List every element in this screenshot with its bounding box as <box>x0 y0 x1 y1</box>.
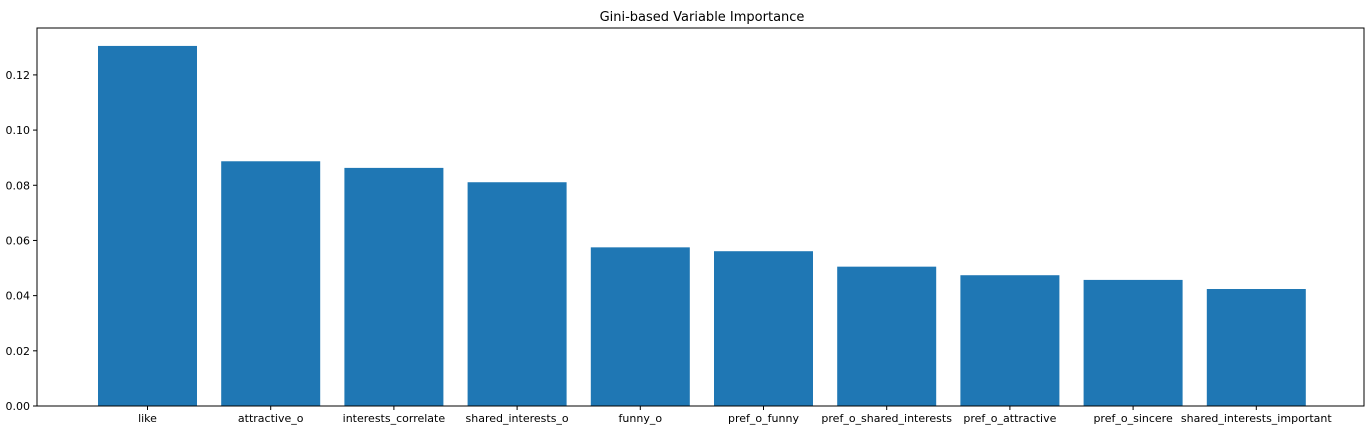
bar-attractive-o <box>221 161 321 406</box>
x-tick-label: shared_interests_o <box>466 412 569 425</box>
x-tick-label: interests_correlate <box>343 412 446 425</box>
bar-shared-interests-o <box>467 182 567 406</box>
x-tick-label: pref_o_attractive <box>963 412 1056 425</box>
y-tick-label: 0.12 <box>6 69 31 82</box>
x-tick-label: pref_o_funny <box>728 412 799 425</box>
x-tick-label: funny_o <box>619 412 663 425</box>
x-tick-label: pref_o_sincere <box>1093 412 1172 425</box>
bar-funny-o <box>590 247 690 406</box>
bar-pref-o-shared-interests <box>837 266 937 406</box>
y-tick-label: 0.00 <box>6 400 31 413</box>
bar-shared-interests-important <box>1206 289 1306 406</box>
bar-pref-o-attractive <box>960 275 1060 406</box>
y-axis: 0.00 0.02 0.04 0.06 0.08 0.10 0.12 <box>6 69 37 413</box>
y-tick-label: 0.10 <box>6 124 31 137</box>
y-tick-label: 0.08 <box>6 179 31 192</box>
y-tick-label: 0.02 <box>6 345 31 358</box>
bar-interests-correlate <box>344 167 444 406</box>
bar-like <box>98 45 197 407</box>
x-axis: like attractive_o interests_correlate share… <box>138 406 1332 425</box>
x-tick-label: pref_o_shared_interests <box>821 412 952 425</box>
plot-frame <box>36 27 1365 407</box>
bar-pref-o-sincere <box>1083 279 1183 406</box>
bars-group <box>98 45 1306 407</box>
y-tick-label: 0.06 <box>6 234 31 247</box>
x-tick-label: attractive_o <box>238 412 304 425</box>
x-tick-label: shared_interests_important <box>1181 412 1332 425</box>
x-tick-label: like <box>138 412 157 425</box>
y-tick-label: 0.04 <box>6 290 31 303</box>
chart-title: Gini-based Variable Importance <box>600 10 805 25</box>
bar-pref-o-funny <box>714 251 813 406</box>
